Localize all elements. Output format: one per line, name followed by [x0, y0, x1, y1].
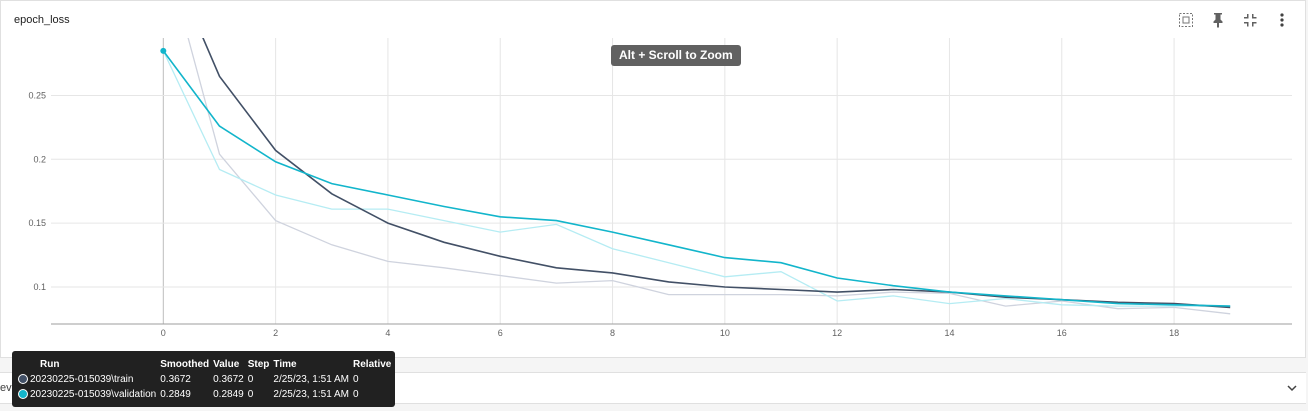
hover-legend-tooltip: Run Smoothed Value Step Time Relative 20…: [12, 351, 395, 407]
legend-value: 0.3672: [213, 374, 244, 385]
expand-button[interactable]: [1286, 381, 1298, 399]
fullscreen-exit-icon: [1244, 14, 1257, 27]
legend-value: 0.2849: [213, 389, 244, 400]
pin-button[interactable]: [1209, 11, 1227, 29]
legend-header-value: Value: [213, 359, 240, 370]
legend-header-run: Run: [40, 359, 60, 370]
zoom-hint-tooltip: Alt + Scroll to Zoom: [611, 45, 741, 66]
x-tick-label: 16: [1057, 328, 1067, 338]
y-tick-label: 0.15: [28, 218, 46, 228]
legend-header-step: Step: [247, 359, 270, 370]
pin-icon: [1213, 13, 1223, 28]
more-vert-icon: [1280, 13, 1284, 27]
legend-header-row: Run Smoothed Value Step Time Relative: [18, 357, 395, 372]
fit-domain-button[interactable]: [1177, 11, 1195, 29]
card-toolbar: [1177, 11, 1291, 29]
y-tick-label: 0.25: [28, 90, 46, 100]
hover-point: [160, 47, 167, 54]
legend-run-cell: 20230225-015039\train: [18, 372, 160, 387]
x-tick-label: 4: [385, 328, 390, 338]
legend-run-name: 20230225-015039\validation: [30, 389, 157, 400]
x-tick-label: 6: [498, 328, 503, 338]
legend-time: 2/25/23, 1:51 AM: [273, 389, 350, 400]
legend-run-cell: 20230225-015039\validation: [18, 387, 160, 402]
loss-line-chart[interactable]: 0 2 4 6 8 10 12 14 16 18 0.1 0.15 0.2 0.25: [0, 0, 1308, 360]
chevron-down-icon: [1287, 385, 1297, 392]
fullscreen-exit-button[interactable]: [1241, 11, 1259, 29]
smoothed-series-line: [162, 50, 1231, 307]
card-title: epoch_loss: [14, 14, 70, 26]
x-tick-label: 10: [720, 328, 730, 338]
legend-table: Run Smoothed Value Step Time Relative 20…: [18, 357, 395, 402]
x-tick-label: 14: [944, 328, 954, 338]
legend-row-validation: 20230225-015039\validation 0.2849 0.2849…: [18, 387, 395, 402]
legend-smoothed: 0.3672: [160, 374, 191, 385]
legend-relative: 0: [353, 374, 359, 385]
x-tick-label: 2: [273, 328, 278, 338]
y-tick-label: 0.1: [33, 282, 46, 292]
x-tick-label: 18: [1169, 328, 1179, 338]
legend-smoothed: 0.2849: [160, 389, 191, 400]
x-tick-label: 8: [610, 328, 615, 338]
x-tick-label: 12: [832, 328, 842, 338]
legend-relative: 0: [353, 389, 359, 400]
legend-run-name: 20230225-015039\train: [30, 374, 134, 385]
raw-series-line: [187, 38, 1231, 315]
legend-header-time: Time: [273, 359, 297, 370]
legend-time: 2/25/23, 1:51 AM: [273, 374, 350, 385]
x-tick-label: 0: [161, 328, 166, 338]
more-options-button[interactable]: [1273, 11, 1291, 29]
y-tick-label: 0.2: [33, 154, 46, 164]
legend-step: 0: [247, 374, 254, 385]
fit-domain-icon: [1179, 13, 1193, 27]
legend-row-train: 20230225-015039\train 0.3672 0.3672 0 2/…: [18, 372, 395, 387]
series-swatch: [18, 389, 28, 400]
raw-series-line: [162, 50, 1231, 307]
series-swatch: [18, 374, 28, 385]
legend-step: 0: [247, 389, 254, 400]
legend-header-smoothed: Smoothed: [160, 359, 210, 370]
legend-header-relative: Relative: [353, 359, 392, 370]
